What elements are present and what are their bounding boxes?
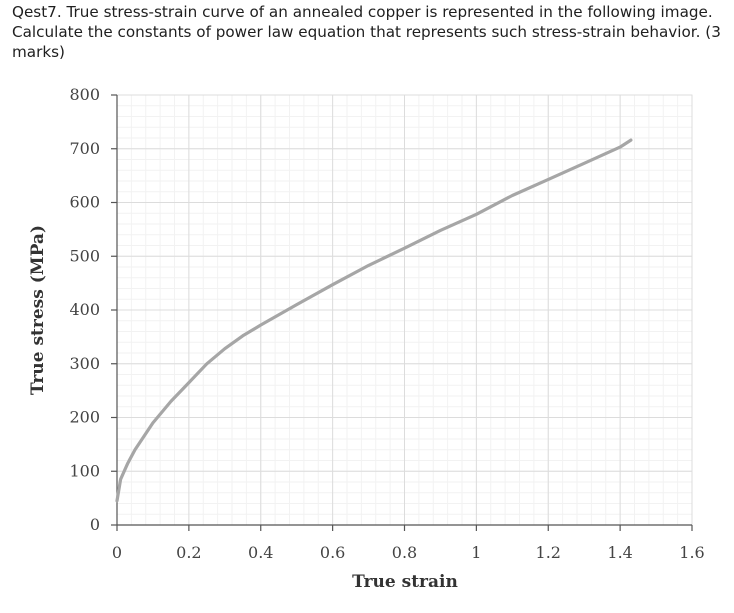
stress-strain-curve (115, 138, 633, 503)
y-tick-label: 400 (69, 300, 100, 319)
question-text: Qest7. True stress-strain curve of an an… (12, 3, 721, 61)
x-tick-label: 0.2 (176, 543, 201, 562)
y-tick-label: 600 (69, 193, 100, 212)
x-tick-label: 0 (112, 543, 122, 562)
x-tick-label: 0.8 (392, 543, 417, 562)
y-tick-label: 700 (69, 139, 100, 158)
y-ticks: 0 100 200 300 400 500 600 700 800 (69, 85, 117, 534)
y-axis-title: True stress (MPa) (28, 225, 48, 395)
series-layer (115, 138, 633, 503)
x-tick-label: 1.6 (679, 543, 704, 562)
x-axis-title: True strain (352, 572, 458, 592)
y-tick-label: 100 (69, 461, 100, 480)
y-tick-label: 0 (90, 515, 100, 534)
y-tick-label: 500 (69, 246, 100, 265)
x-tick-label: 1.2 (536, 543, 561, 562)
y-tick-label: 200 (69, 408, 100, 427)
y-tick-label: 800 (69, 85, 100, 104)
x-tick-label: 1.4 (607, 543, 632, 562)
x-tick-label: 1 (471, 543, 481, 562)
x-ticks: 0 0.2 0.4 0.6 0.8 1 1.2 1.4 1.6 (112, 525, 705, 562)
x-tick-label: 0.4 (248, 543, 273, 562)
x-tick-label: 0.6 (320, 543, 345, 562)
y-tick-label: 300 (69, 354, 100, 373)
